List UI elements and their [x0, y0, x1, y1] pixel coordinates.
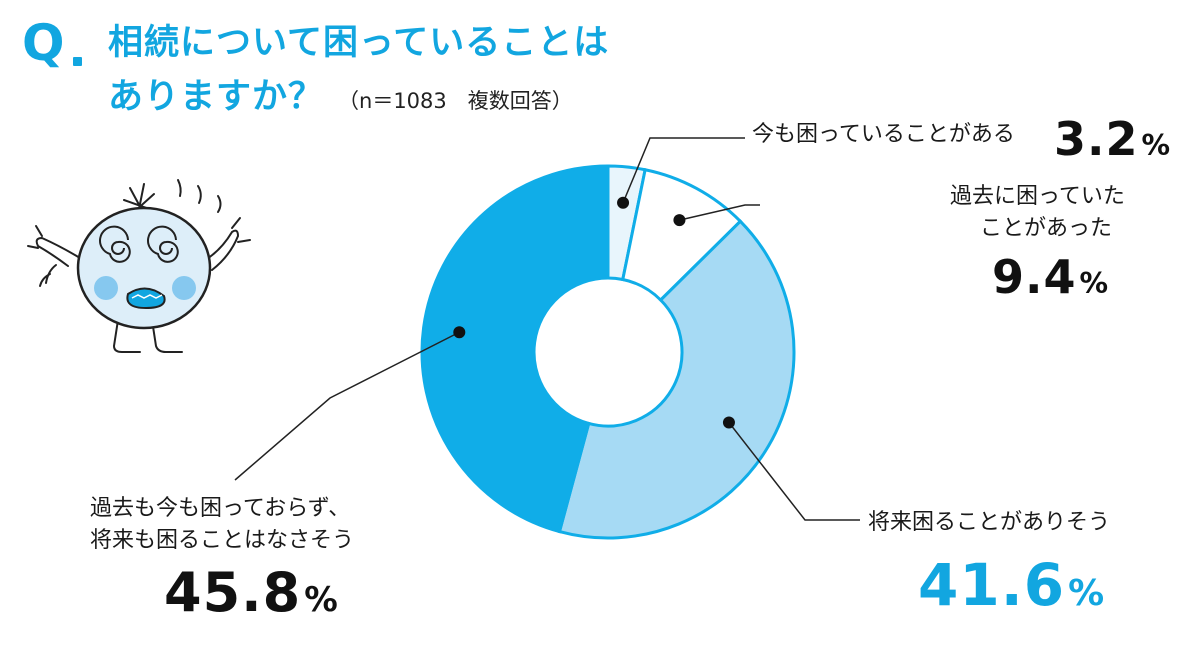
leader-dot-3: [722, 416, 735, 429]
leader-line-1: [622, 137, 745, 204]
slice-label-past-line2: ことがあった: [980, 216, 1113, 241]
slice-label-none-line2: 将来も困ることはなさそう: [90, 528, 355, 553]
question-title-line1: 相続について困っていることは: [108, 23, 610, 63]
leader-dot-1: [617, 196, 630, 209]
slice-value-now: 3.2%: [1054, 112, 1171, 166]
leader-dot-2: [673, 214, 686, 227]
question-title: 相続について困っていることは ありますか？ （n＝1083 複数回答）: [108, 16, 609, 128]
question-mark-q: Q: [22, 14, 64, 72]
slice-value-none: 45.8%: [164, 561, 338, 624]
slice-value-future: 41.6%: [918, 551, 1105, 619]
leader-line-2: [679, 204, 760, 221]
sample-note: （n＝1083 複数回答）: [338, 89, 573, 113]
question-mark-dot: [73, 57, 82, 66]
leader-dot-4: [453, 326, 466, 339]
slice-label-now: 今も困っていることがある: [752, 122, 1015, 147]
slice-label-none-line1: 過去も今も困っておらず、: [90, 496, 351, 521]
slice-label-future: 将来困ることがありそう: [868, 510, 1111, 535]
slice-label-past-line1: 過去に困っていた: [950, 184, 1125, 209]
donut-slice-3: [557, 219, 796, 540]
donut-slice-4: [420, 164, 610, 534]
question-title-line2: ありますか？: [108, 77, 325, 117]
leader-line-3: [728, 422, 860, 521]
slice-value-past: 9.4%: [992, 250, 1109, 304]
leader-line-4: [234, 331, 460, 481]
worried-mascot-illustration: [27, 179, 251, 353]
